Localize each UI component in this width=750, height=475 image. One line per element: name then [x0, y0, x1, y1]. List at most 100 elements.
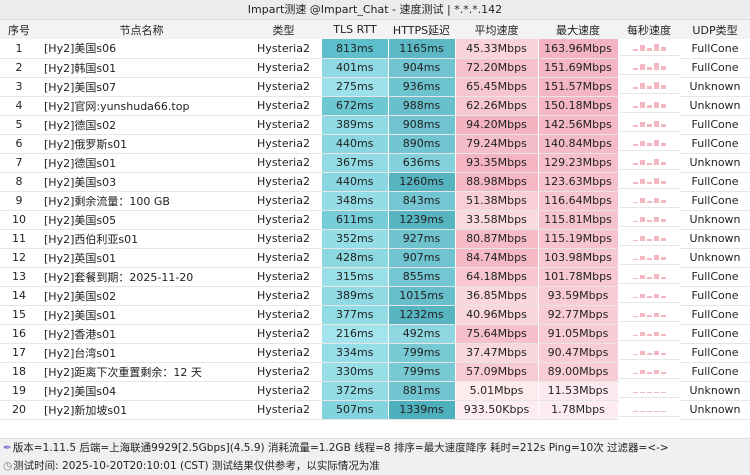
- seq-cell: 7: [0, 153, 38, 173]
- tls-rtt-cell: 389ms: [322, 286, 389, 306]
- sparkline-bar: [632, 411, 638, 412]
- table-row[interactable]: 6 [Hy2]俄罗斯s01 Hysteria2 440ms 890ms 79.24Mbps…: [0, 134, 750, 154]
- column-header[interactable]: 序号: [0, 20, 38, 39]
- max-speed-cell: 101.78Mbps: [538, 267, 619, 287]
- column-header[interactable]: 节点名称: [38, 20, 245, 39]
- udp-type-cell: FullCone: [680, 134, 750, 154]
- sparkline-bar: [653, 294, 659, 298]
- sparkline-bar: [632, 316, 638, 317]
- sparkline-bar: [646, 258, 652, 260]
- tls-rtt-cell: 315ms: [322, 267, 389, 287]
- sparkline-bar: [639, 179, 645, 184]
- sparkline-bar: [660, 104, 666, 108]
- status-bar: ✒版本=1.11.5 后端=上海联通9929[2.5Gbps](4.5.9) 消…: [0, 438, 750, 475]
- node-name-cell: [Hy2]台湾s01: [38, 343, 245, 363]
- sparkline-bar: [653, 392, 659, 393]
- sparkline-bar: [639, 256, 645, 260]
- sparkline-bar: [660, 66, 666, 70]
- sparkline-bar: [660, 200, 666, 203]
- table-row[interactable]: 2 [Hy2]韩国s01 Hysteria2 401ms 904ms 72.20Mbps 1…: [0, 58, 750, 78]
- table-row[interactable]: 7 [Hy2]德国s01 Hysteria2 367ms 636ms 93.35Mbps 1…: [0, 153, 750, 173]
- column-header[interactable]: 每秒速度: [618, 20, 680, 39]
- seq-cell: 16: [0, 324, 38, 344]
- https-latency-cell: 1165ms: [388, 39, 456, 59]
- table-row[interactable]: 3 [Hy2]美国s07 Hysteria2 275ms 936ms 65.45Mbps 1…: [0, 77, 750, 97]
- type-cell: Hysteria2: [245, 267, 322, 287]
- speed-sparkline: [618, 229, 680, 246]
- sparkline-bar: [653, 102, 659, 108]
- sparkline-bar: [646, 353, 652, 355]
- table-row[interactable]: 14 [Hy2]美国s02 Hysteria2 389ms 1015ms 36.85Mbp…: [0, 286, 750, 306]
- table-row[interactable]: 15 [Hy2]美国s01 Hysteria2 377ms 1232ms 40.96Mbp…: [0, 305, 750, 325]
- table-row[interactable]: 1 [Hy2]美国s06 Hysteria2 813ms 1165ms 45.33Mbps…: [0, 39, 750, 59]
- table-row[interactable]: 16 [Hy2]香港s01 Hysteria2 216ms 492ms 75.64Mbps…: [0, 324, 750, 344]
- speed-sparkline: [618, 324, 680, 341]
- speed-sparkline: [618, 134, 680, 151]
- sparkline-bar: [632, 354, 638, 355]
- table-row[interactable]: 20 [Hy2]新加坡s01 Hysteria2 507ms 1339ms 933.50K…: [0, 400, 750, 420]
- sparkline-bar: [660, 257, 666, 260]
- sparkline-bar: [660, 277, 666, 279]
- sparkline-bar: [646, 48, 652, 51]
- sparkline-bar: [660, 85, 666, 89]
- node-name-cell: [Hy2]美国s06: [38, 39, 245, 59]
- tls-rtt-cell: 367ms: [322, 153, 389, 173]
- seq-cell: 5: [0, 115, 38, 135]
- https-latency-cell: 988ms: [388, 96, 456, 116]
- table-row[interactable]: 17 [Hy2]台湾s01 Hysteria2 334ms 799ms 37.47Mbps…: [0, 343, 750, 363]
- https-latency-cell: 904ms: [388, 58, 456, 78]
- table-row[interactable]: 9 [Hy2]剩余流量：100 GB Hysteria2 348ms 843ms 51.3…: [0, 191, 750, 211]
- table-row[interactable]: 18 [Hy2]距离下次重置剩余：12 天 Hysteria2 330ms 799ms 5…: [0, 362, 750, 382]
- udp-type-cell: Unknown: [680, 381, 750, 401]
- sparkline-bar: [660, 219, 666, 222]
- sparkline-bar: [646, 105, 652, 108]
- table-row[interactable]: 13 [Hy2]套餐到期：2025-11-20 Hysteria2 315ms 855m…: [0, 267, 750, 287]
- max-speed-cell: 91.05Mbps: [538, 324, 619, 344]
- udp-type-cell: FullCone: [680, 39, 750, 59]
- speed-sparkline: [618, 153, 680, 170]
- avg-speed-cell: 72.20Mbps: [455, 58, 539, 78]
- column-header[interactable]: 类型: [245, 20, 322, 39]
- avg-speed-cell: 36.85Mbps: [455, 286, 539, 306]
- https-latency-cell: 881ms: [388, 381, 456, 401]
- type-cell: Hysteria2: [245, 39, 322, 59]
- type-cell: Hysteria2: [245, 248, 322, 268]
- sparkline-bar: [632, 68, 638, 70]
- table-row[interactable]: 4 [Hy2]官网:yunshuda66.top Hysteria2 672ms 988…: [0, 96, 750, 116]
- table-row[interactable]: 8 [Hy2]美国s03 Hysteria2 440ms 1260ms 88.98Mbps…: [0, 172, 750, 192]
- avg-speed-cell: 88.98Mbps: [455, 172, 539, 192]
- sparkline-bar: [632, 163, 638, 165]
- type-cell: Hysteria2: [245, 153, 322, 173]
- node-name-cell: [Hy2]美国s03: [38, 172, 245, 192]
- table-row[interactable]: 10 [Hy2]美国s05 Hysteria2 611ms 1239ms 33.58Mbp…: [0, 210, 750, 230]
- type-cell: Hysteria2: [245, 77, 322, 97]
- table-row[interactable]: 19 [Hy2]美国s04 Hysteria2 372ms 881ms 5.01Mbps 1…: [0, 381, 750, 401]
- column-header[interactable]: HTTPS延迟: [388, 20, 455, 39]
- seq-cell: 19: [0, 381, 38, 401]
- tls-rtt-cell: 377ms: [322, 305, 389, 325]
- sparkline-bar: [646, 392, 652, 393]
- max-speed-cell: 151.69Mbps: [538, 58, 619, 78]
- udp-type-cell: Unknown: [680, 77, 750, 97]
- sparkline-bar: [660, 47, 666, 51]
- sparkline-bar: [653, 178, 659, 184]
- node-name-cell: [Hy2]剩余流量：100 GB: [38, 191, 245, 211]
- speed-sparkline: [618, 58, 680, 75]
- speed-sparkline: [618, 267, 680, 284]
- column-header[interactable]: UDP类型: [680, 20, 750, 39]
- table-row[interactable]: 5 [Hy2]德国s02 Hysteria2 389ms 908ms 94.20Mbps 1…: [0, 115, 750, 135]
- type-cell: Hysteria2: [245, 191, 322, 211]
- type-cell: Hysteria2: [245, 324, 322, 344]
- column-header[interactable]: TLS RTT: [322, 20, 388, 39]
- column-header[interactable]: 平均速度: [455, 20, 538, 39]
- sparkline-bar: [653, 236, 659, 241]
- table-row[interactable]: 12 [Hy2]英国s01 Hysteria2 428ms 907ms 84.74Mbps…: [0, 248, 750, 268]
- sparkline-bar: [653, 313, 659, 317]
- sparkline-bar: [632, 278, 638, 279]
- type-cell: Hysteria2: [245, 210, 322, 230]
- table-row[interactable]: 11 [Hy2]西伯利亚s01 Hysteria2 352ms 927ms 80.87Mb…: [0, 229, 750, 249]
- column-header[interactable]: 最大速度: [538, 20, 618, 39]
- sparkline-bar: [632, 392, 638, 393]
- table-header: 序号 节点名称 类型 TLS RTT HTTPS延迟 平均速度 最大速度 每秒速度 UDP类型: [0, 20, 750, 39]
- sparkline-bar: [632, 335, 638, 336]
